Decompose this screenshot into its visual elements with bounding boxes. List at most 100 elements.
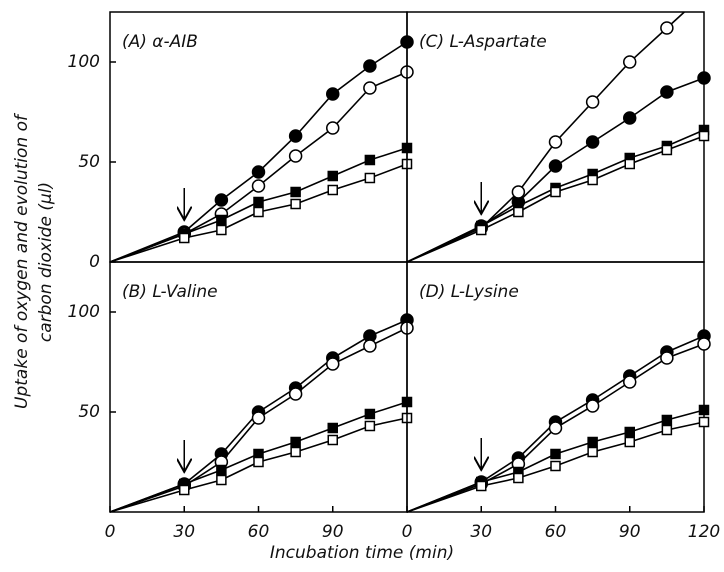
marker [364,154,376,166]
marker [698,130,710,142]
marker [364,408,376,420]
marker [364,172,376,184]
marker [363,59,377,73]
marker [290,186,301,198]
marker [327,170,338,182]
marker [624,158,635,170]
marker [661,144,673,156]
y-tick-label: 50 [78,402,100,422]
marker [548,159,563,173]
marker [179,484,190,496]
marker [288,149,303,163]
marker [327,184,338,196]
marker [476,224,487,236]
marker [548,421,563,435]
marker [327,434,338,446]
marker [513,206,524,218]
marker [216,474,227,486]
series-line [406,421,705,513]
series-line [109,417,408,513]
x-tick-label: 0 [105,522,116,542]
marker [179,232,190,244]
x-tick-label: 90 [322,522,344,542]
y-axis-label: Uptake of oxygen and evolution of [12,112,32,409]
marker [327,422,338,434]
marker [661,424,673,436]
marker [251,179,266,193]
x-tick-label: 0 [402,522,413,542]
marker [550,448,561,460]
marker [550,460,561,472]
marker [660,21,674,35]
marker [288,129,303,143]
marker [364,420,376,432]
x-tick-label: 30 [470,522,492,542]
marker [660,351,674,365]
series-line [109,147,408,263]
series-line [406,135,705,263]
marker [698,416,710,428]
marker [290,446,301,458]
marker [326,121,340,135]
x-tick-label: 60 [545,522,567,542]
marker [585,399,600,413]
marker [587,436,598,448]
marker [216,464,227,476]
series-line [109,41,408,263]
marker [253,456,264,468]
marker [253,206,264,218]
panel-title: (C) L-Aspartate [419,32,547,52]
marker [216,224,227,236]
y-axis-label: carbon dioxide (μl) [36,182,56,342]
marker [624,426,635,438]
marker [363,339,377,353]
marker [326,357,340,371]
marker [476,480,487,492]
y-tick-label: 0 [89,252,100,272]
marker [288,387,303,401]
x-tick-label: 120 [688,522,720,542]
marker [251,411,266,425]
marker [511,185,526,199]
marker [623,55,637,69]
y-tick-label: 100 [68,52,100,72]
panel-title: (A) α-AIB [122,32,198,52]
y-tick-label: 100 [68,302,100,322]
marker [513,472,524,484]
marker [363,81,377,95]
y-tick-label: 50 [78,152,100,172]
marker [290,436,301,448]
marker [585,135,600,149]
series-line [406,129,705,263]
x-tick-label: 60 [248,522,270,542]
x-tick-label: 90 [619,522,641,542]
marker [585,95,600,109]
x-tick-label: 30 [173,522,195,542]
marker [624,436,635,448]
marker [548,135,563,149]
marker [587,174,598,186]
marker [660,85,674,99]
marker [623,111,637,125]
marker [623,375,637,389]
marker [661,414,673,426]
series-line [406,409,705,513]
marker [550,186,561,198]
marker [587,446,598,458]
panel-title: (B) L-Valine [122,282,218,302]
marker [253,196,264,208]
panel-title: (D) L-Lysine [419,282,519,302]
marker [698,404,710,416]
marker [290,198,301,210]
marker [214,193,229,207]
marker [216,214,227,226]
series-line [109,319,408,513]
marker [697,71,711,85]
series-line [109,401,408,513]
marker [251,165,266,179]
series-line [109,71,408,263]
marker [326,87,340,101]
marker [697,337,711,351]
series-line [109,163,408,263]
